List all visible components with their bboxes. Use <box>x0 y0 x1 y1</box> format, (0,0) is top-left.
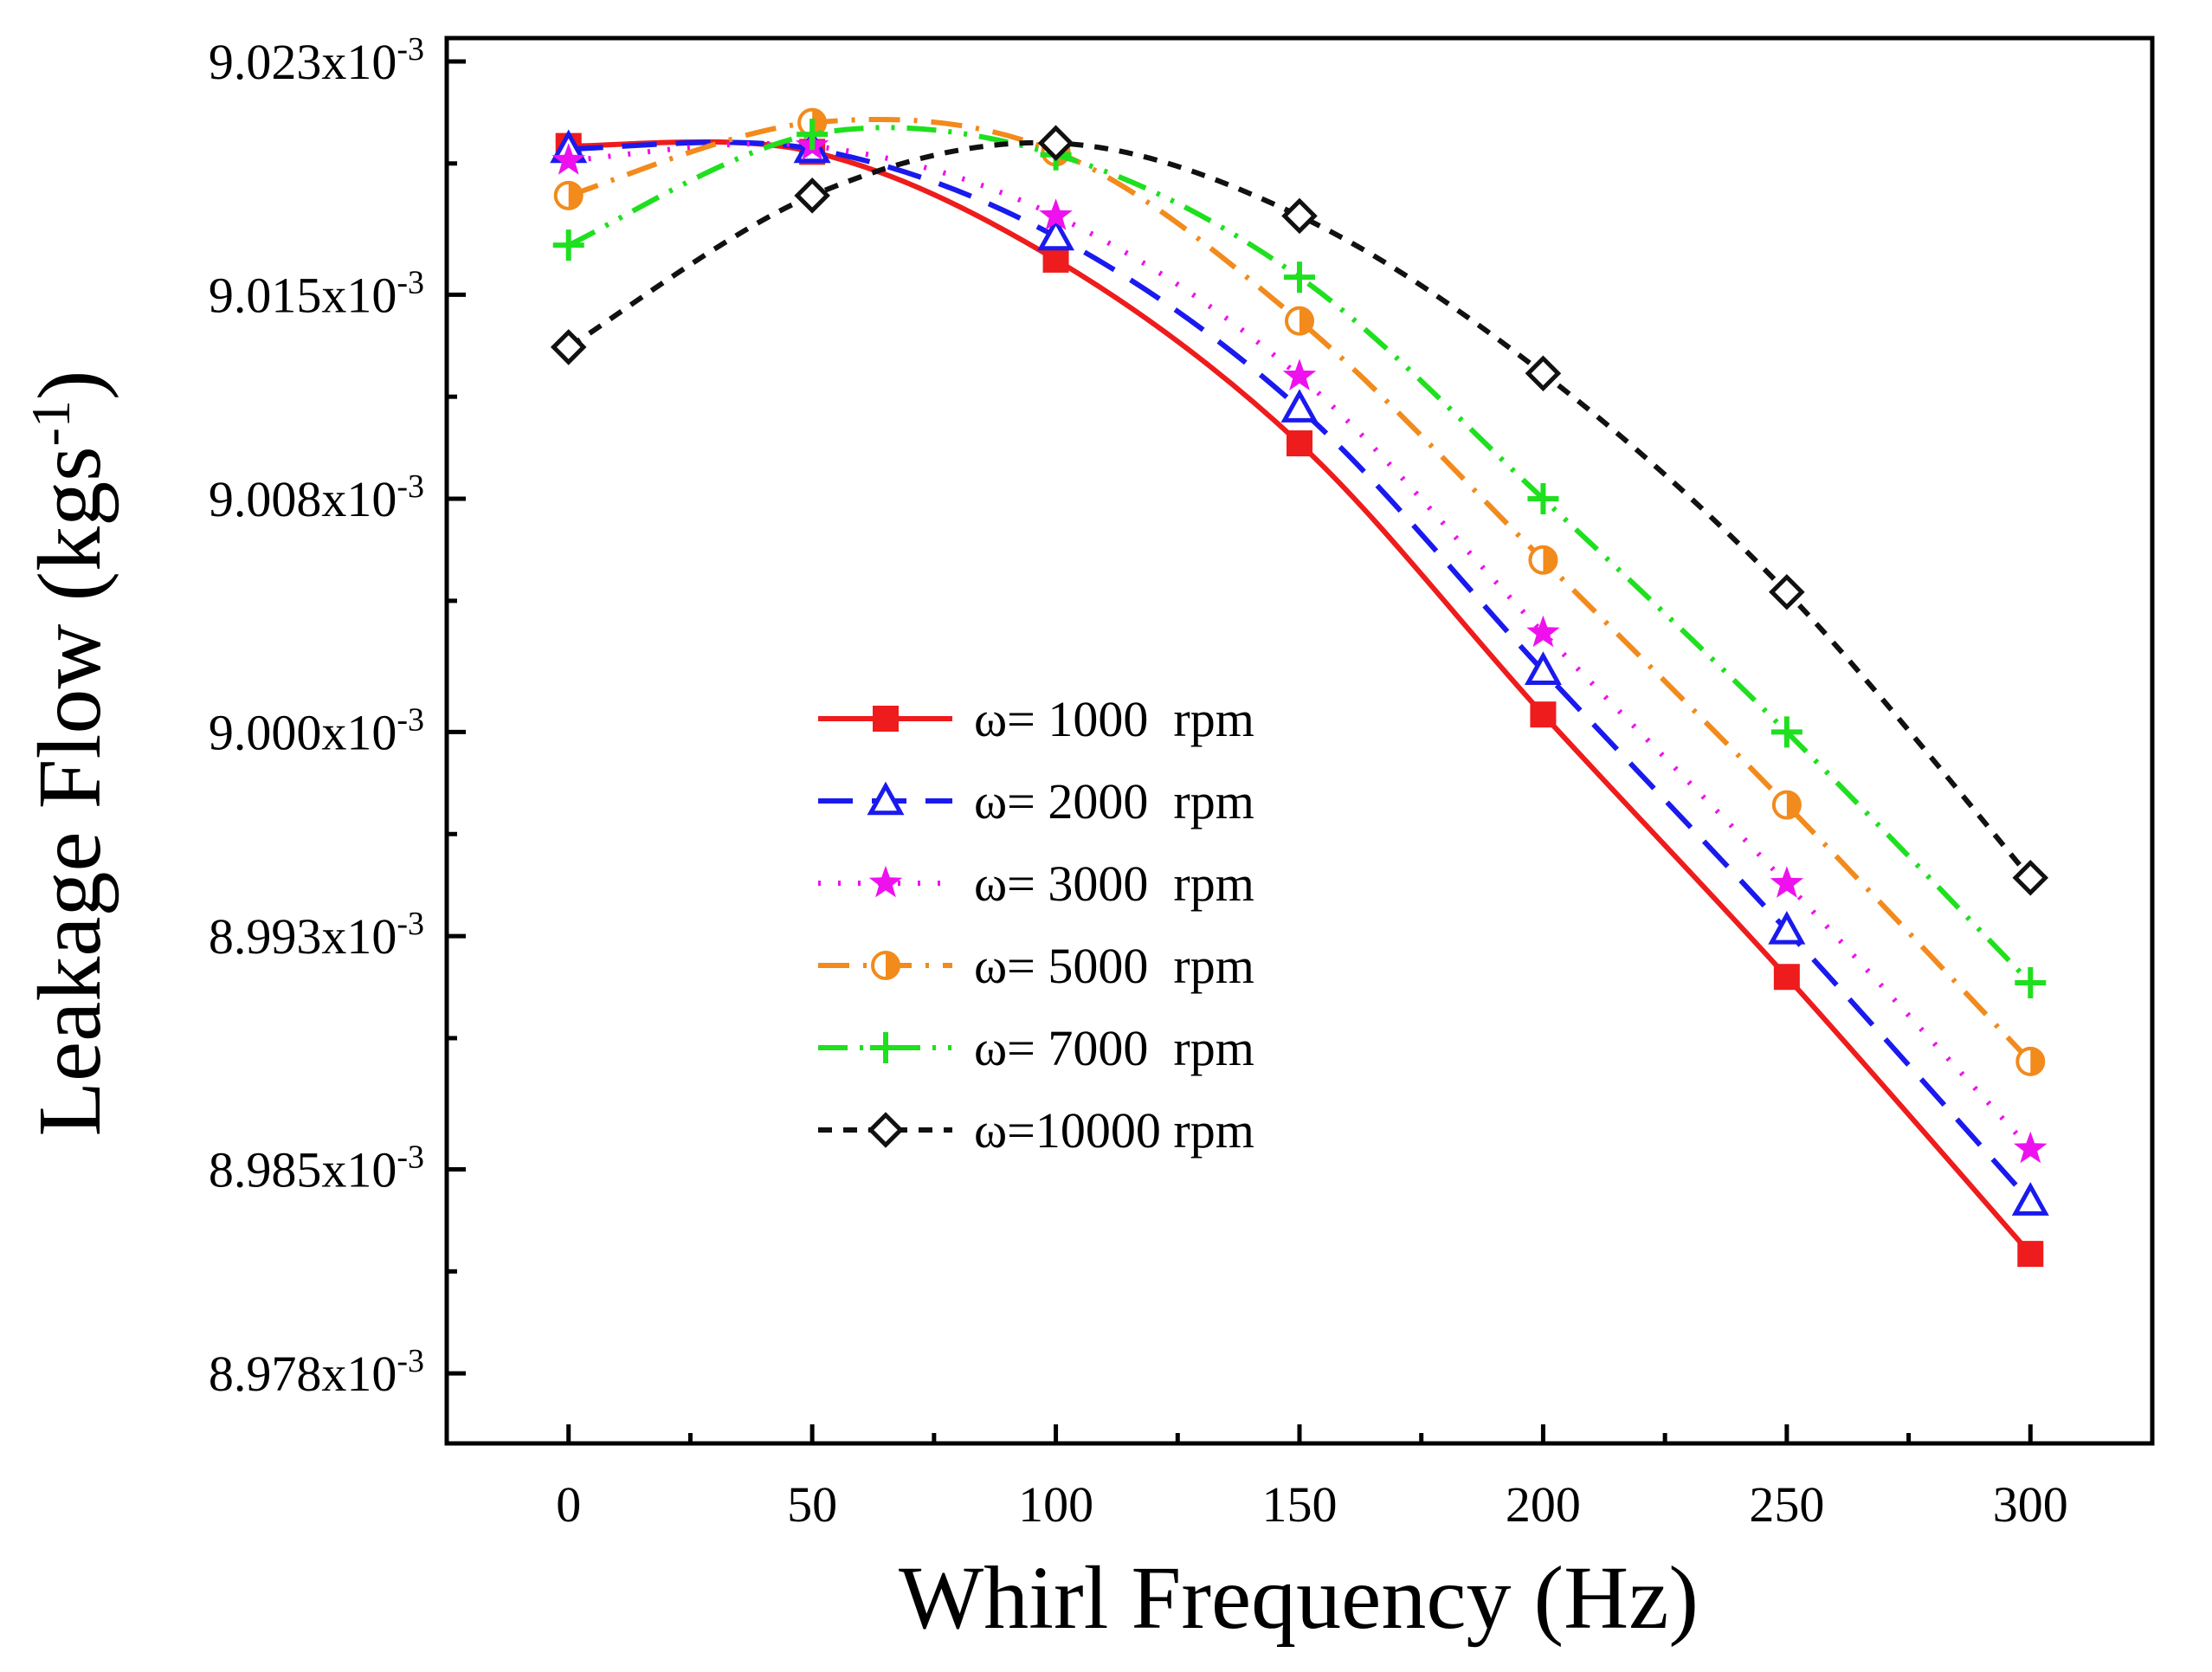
y-tick-exponent: -3 <box>397 701 424 738</box>
marker-filled-star <box>1770 866 1804 898</box>
marker-open-diamond <box>2012 859 2049 896</box>
y-axis-title-close: ) <box>20 370 119 400</box>
legend-entry: ω= 2000 rpm <box>818 773 1254 830</box>
y-tick-label: 9.015x10-3 <box>209 264 424 323</box>
marker-filled-star <box>1039 198 1073 230</box>
x-tick-label: 50 <box>787 1476 837 1533</box>
marker-half-circle <box>1285 306 1314 336</box>
marker-filled-square <box>1287 430 1312 457</box>
marker-open-triangle <box>2011 1182 2049 1216</box>
marker-plus <box>1284 261 1315 294</box>
y-tick-mantissa: 9.023x10 <box>209 34 397 90</box>
marker-half-circle-fill <box>1299 307 1313 334</box>
marker-open-diamond <box>867 1112 904 1148</box>
y-axis-title: Leakage Flow (kgs-1) <box>20 370 120 1136</box>
legend-entry: ω= 5000 rpm <box>818 938 1254 994</box>
series-layer <box>550 107 2049 1268</box>
x-tick-label: 100 <box>1018 1476 1093 1533</box>
y-tick-exponent: -3 <box>397 468 424 505</box>
marker-half-circle-fill <box>1543 546 1557 573</box>
legend-entry: ω=10000 rpm <box>818 1102 1254 1159</box>
y-tick-mantissa: 9.008x10 <box>209 471 397 527</box>
marker-filled-square <box>1530 701 1557 728</box>
marker-half-circle-fill <box>2030 1048 2044 1075</box>
y-tick-exponent: -3 <box>397 1343 424 1379</box>
y-tick-mantissa: 9.000x10 <box>209 704 397 760</box>
x-tick-label: 150 <box>1262 1476 1338 1533</box>
x-tick-label: 300 <box>1993 1476 2068 1533</box>
marker-half-circle <box>2015 1046 2046 1076</box>
y-axis-ticks: 9.023x10-39.015x10-39.008x10-39.000x10-3… <box>209 31 466 1402</box>
series-line <box>567 125 2033 985</box>
x-axis-ticks: 0 50 100 150 200 250 300 <box>556 1424 2068 1533</box>
y-axis-title-main: Leakage Flow (kgs <box>20 446 119 1136</box>
y-tick-mantissa: 8.985x10 <box>209 1141 397 1198</box>
marker-filled-star <box>2014 1131 2048 1164</box>
legend-entry: ω= 7000 rpm <box>818 1020 1254 1076</box>
y-tick-label: 9.000x10-3 <box>209 701 424 760</box>
legend-entry: ω= 3000 rpm <box>818 855 1254 912</box>
marker-half-circle <box>1771 790 1802 820</box>
marker-open-diamond <box>1281 197 1318 235</box>
marker-filled-square <box>873 706 899 732</box>
marker-plus <box>870 1032 901 1063</box>
x-tick-label: 0 <box>556 1476 581 1533</box>
marker-filled-square <box>1042 246 1069 273</box>
x-tick-label: 200 <box>1506 1476 1581 1533</box>
legend-label: ω=10000 rpm <box>974 1102 1254 1159</box>
marker-half-circle-fill <box>812 109 826 136</box>
series-6 <box>550 125 2049 896</box>
y-tick-exponent: -3 <box>397 31 424 68</box>
marker-filled-square <box>2017 1241 2044 1268</box>
marker-open-diamond <box>550 329 587 365</box>
marker-plus <box>552 229 584 261</box>
marker-plus <box>1527 483 1559 515</box>
marker-filled-star <box>1282 358 1317 391</box>
legend: ω= 1000 rpm ω= 2000 rpm ω= 3000 rpm ω= 5000… <box>818 691 1254 1159</box>
legend-label: ω= 5000 rpm <box>974 938 1254 994</box>
y-tick-label: 8.985x10-3 <box>209 1139 424 1198</box>
marker-open-triangle <box>1280 389 1319 423</box>
legend-label: ω= 2000 rpm <box>974 773 1254 830</box>
y-tick-exponent: -3 <box>397 1139 424 1175</box>
y-tick-label: 9.008x10-3 <box>209 468 424 527</box>
marker-plus <box>2015 966 2047 998</box>
y-tick-mantissa: 9.015x10 <box>209 267 397 323</box>
marker-open-triangle <box>1524 651 1562 685</box>
marker-filled-star <box>1526 615 1560 648</box>
marker-open-diamond <box>1037 125 1074 162</box>
y-tick-mantissa: 8.993x10 <box>209 908 397 965</box>
marker-half-circle-fill <box>1786 791 1800 818</box>
marker-filled-square <box>1773 964 1800 991</box>
marker-half-circle <box>553 180 584 210</box>
x-axis-title: Whirl Frequency (Hz) <box>899 1548 1699 1648</box>
marker-half-circle <box>1528 545 1558 575</box>
marker-plus <box>1770 716 1802 748</box>
y-tick-mantissa: 8.978x10 <box>209 1346 397 1402</box>
legend-label: ω= 3000 rpm <box>974 855 1254 912</box>
marker-open-triangle <box>1768 910 1806 945</box>
legend-label: ω= 7000 rpm <box>974 1020 1254 1076</box>
marker-open-triangle <box>1037 216 1075 251</box>
marker-open-diamond <box>794 178 830 214</box>
y-tick-label: 8.993x10-3 <box>209 906 424 965</box>
legend-label: ω= 1000 rpm <box>974 691 1254 747</box>
marker-half-circle-fill <box>886 952 899 978</box>
y-tick-exponent: -3 <box>397 906 424 942</box>
marker-open-diamond <box>1525 355 1562 392</box>
legend-entry: ω= 1000 rpm <box>818 691 1254 747</box>
marker-filled-star <box>551 143 585 175</box>
marker-half-circle <box>871 951 900 980</box>
y-axis-title-sup: -1 <box>20 400 81 446</box>
marker-open-diamond <box>1769 573 1805 610</box>
y-tick-exponent: -3 <box>397 264 424 300</box>
marker-filled-star <box>868 865 903 898</box>
marker-half-circle-fill <box>568 182 582 209</box>
y-tick-label: 9.023x10-3 <box>209 31 424 90</box>
marker-open-triangle <box>867 781 905 816</box>
x-tick-label: 250 <box>1749 1476 1824 1533</box>
y-tick-label: 8.978x10-3 <box>209 1343 424 1402</box>
marker-plus <box>796 119 829 151</box>
